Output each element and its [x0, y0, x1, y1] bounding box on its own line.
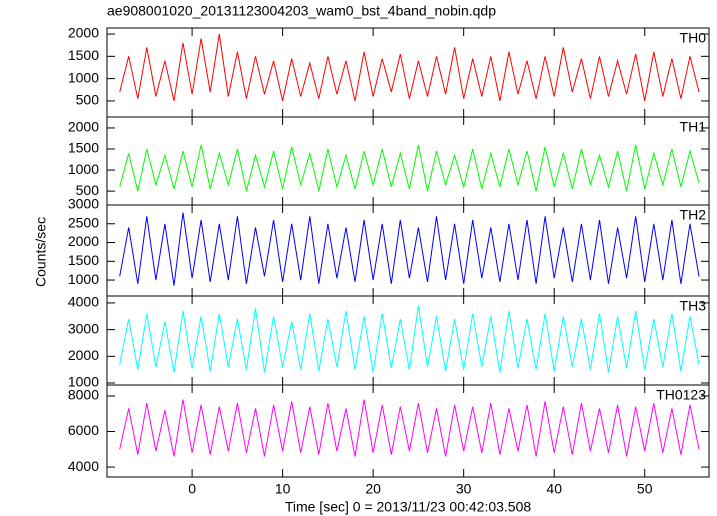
- y-tick-label: 4000: [68, 458, 99, 474]
- panel-frame: [106, 27, 710, 118]
- panel-label: TH3: [680, 298, 707, 314]
- panel-frame: [106, 384, 710, 478]
- x-tick-label: 20: [365, 481, 381, 497]
- data-line: [119, 144, 700, 192]
- x-tick-label: 0: [188, 481, 196, 497]
- y-tick-label: 2000: [68, 347, 99, 363]
- y-tick-label: 500: [76, 182, 100, 198]
- panel-label: TH2: [680, 207, 707, 223]
- y-tick-label: 1500: [68, 252, 99, 268]
- y-tick-label: 6000: [68, 422, 99, 438]
- y-tick-label: 1500: [68, 140, 99, 156]
- data-line: [119, 399, 700, 457]
- y-tick-label: 1000: [68, 271, 99, 287]
- x-axis-label: Time [sec] 0 = 2013/11/23 00:42:03.508: [285, 499, 532, 515]
- panel-label: TH0: [680, 30, 707, 46]
- x-tick-label: 40: [546, 481, 562, 497]
- y-tick-label: 2000: [68, 233, 99, 249]
- y-axis-label: Counts/sec: [33, 217, 49, 287]
- y-tick-label: 8000: [68, 387, 99, 403]
- y-tick-label: 1000: [68, 161, 99, 177]
- panel-label: TH1: [680, 119, 707, 135]
- data-line: [119, 33, 700, 102]
- panel-frame: [106, 204, 710, 297]
- y-tick-label: 2000: [68, 119, 99, 135]
- data-line: [119, 305, 700, 373]
- y-tick-label: 4000: [68, 294, 99, 310]
- x-tick-label: 10: [275, 481, 291, 497]
- y-tick-label: 2500: [68, 214, 99, 230]
- y-tick-label: 3000: [68, 196, 99, 212]
- y-tick-label: 500: [76, 92, 100, 108]
- x-tick-label: 30: [456, 481, 472, 497]
- y-tick-label: 3000: [68, 320, 99, 336]
- y-tick-label: 1000: [68, 374, 99, 390]
- y-tick-label: 1500: [68, 47, 99, 63]
- y-tick-label: 1000: [68, 69, 99, 85]
- data-line: [119, 212, 700, 286]
- y-tick-label: 2000: [68, 25, 99, 41]
- panel-label: TH0123: [656, 387, 706, 403]
- x-tick-label: 50: [637, 481, 653, 497]
- chart-title: ae908001020_20131123004203_wam0_bst_4ban…: [107, 3, 496, 19]
